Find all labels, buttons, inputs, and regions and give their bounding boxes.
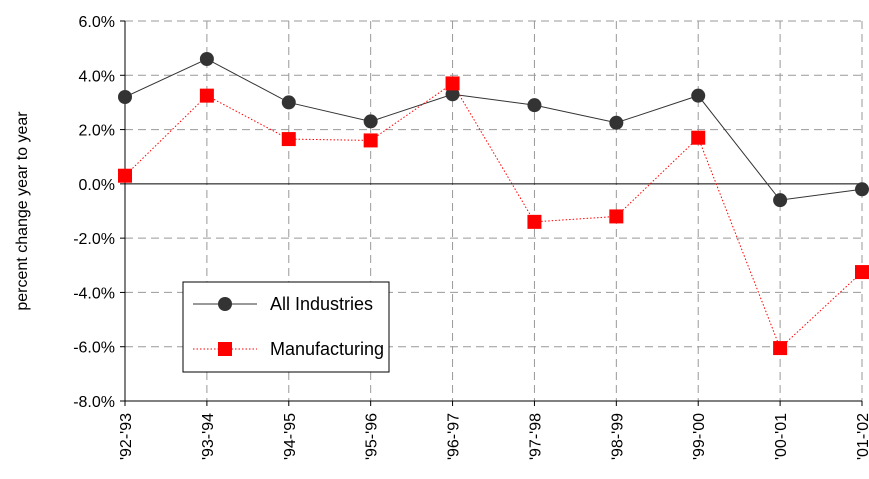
x-tick-label: '95-'96 — [364, 413, 381, 460]
data-point-all-industries — [773, 193, 788, 208]
legend: All Industries Manufacturing — [182, 281, 390, 373]
series-lines — [124, 58, 863, 349]
data-point-manufacturing — [527, 214, 542, 229]
data-point-all-industries — [363, 114, 378, 129]
data-point-all-industries — [445, 87, 460, 102]
x-tick-label: '92-'93 — [118, 413, 135, 460]
data-point-all-industries — [855, 182, 869, 197]
x-tick-label: '93-'94 — [200, 413, 217, 460]
data-point-all-industries — [281, 95, 296, 110]
data-point-all-industries — [199, 52, 214, 66]
legend-box — [182, 281, 390, 373]
x-tick-label: '01-'02 — [855, 413, 869, 460]
data-point-all-industries — [609, 115, 624, 130]
data-point-manufacturing — [118, 168, 132, 183]
data-point-manufacturing — [199, 88, 214, 103]
data-point-manufacturing — [363, 133, 378, 148]
y-tick-label: 2.0% — [79, 123, 115, 140]
series-markers — [118, 52, 869, 356]
x-tick-label: '98-'99 — [609, 413, 626, 460]
axes — [120, 20, 863, 406]
x-tick-label: '97-'98 — [527, 413, 544, 460]
legend-label-manufacturing: Manufacturing — [270, 339, 384, 359]
data-point-manufacturing — [691, 130, 706, 145]
data-point-manufacturing — [855, 265, 869, 280]
y-axis-label: percent change year to year — [14, 111, 31, 311]
data-point-manufacturing — [445, 76, 460, 91]
legend-label-all-industries: All Industries — [270, 294, 373, 314]
data-point-manufacturing — [773, 341, 788, 356]
y-tick-label: 4.0% — [79, 68, 115, 85]
y-tick-labels: -8.0% -6.0% -4.0% -2.0% 0.0% 2.0% 4.0% 6.0% — [73, 14, 115, 411]
y-tick-label: -6.0% — [73, 340, 115, 357]
y-tick-label: 6.0% — [79, 14, 115, 31]
series-line-0 — [124, 58, 863, 201]
x-tick-label: '96-'97 — [446, 413, 463, 460]
y-tick-label: 0.0% — [79, 177, 115, 194]
data-point-all-industries — [691, 88, 706, 103]
legend-marker-manufacturing — [218, 342, 232, 356]
x-tick-label: '94-'95 — [282, 413, 299, 460]
y-tick-label: -8.0% — [73, 394, 115, 411]
legend-marker-all-industries — [218, 297, 232, 311]
data-point-all-industries — [118, 90, 132, 104]
x-tick-labels: '92-'93 '93-'94 '94-'95 '95-'96 '96-'97 '97-'… — [118, 413, 869, 460]
data-point-manufacturing — [609, 209, 624, 224]
y-tick-label: -2.0% — [73, 231, 115, 248]
x-tick-label: '00-'01 — [773, 413, 790, 460]
data-point-manufacturing — [281, 132, 296, 147]
data-point-all-industries — [527, 98, 542, 113]
y-tick-label: -4.0% — [73, 285, 115, 302]
series-line-1 — [124, 82, 863, 349]
x-tick-label: '99-'00 — [691, 413, 708, 460]
